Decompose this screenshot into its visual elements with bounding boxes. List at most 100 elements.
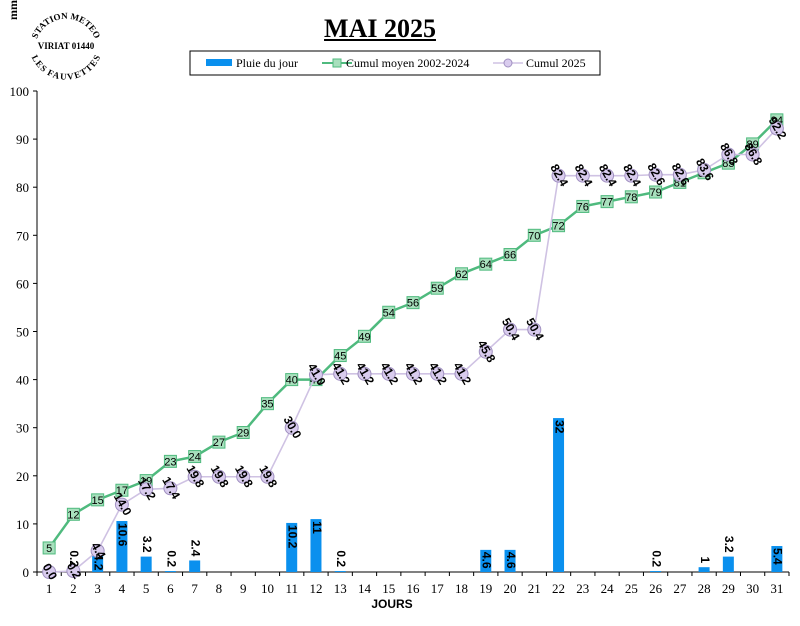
rain-bar xyxy=(164,571,176,572)
mean-value-label: 62 xyxy=(455,269,467,281)
cum-2025-value-label: 86.8 xyxy=(717,140,741,168)
rain-bar-label: 10.2 xyxy=(286,525,300,549)
legend-cum-marker xyxy=(503,58,513,68)
x-tick-label: 29 xyxy=(722,581,735,596)
mean-marker xyxy=(479,257,493,271)
rain-bar-label: 2.4 xyxy=(189,540,203,557)
y-tick-label: 20 xyxy=(16,469,29,484)
rain-bar xyxy=(553,418,565,572)
cum-2025-marker xyxy=(430,366,445,381)
rain-bar-label: 4.6 xyxy=(504,552,518,569)
mean-value-label: 17 xyxy=(116,485,128,497)
cum-2025-marker xyxy=(90,543,105,558)
x-tick-label: 13 xyxy=(334,581,347,596)
mean-marker xyxy=(382,305,396,319)
y-tick-label: 70 xyxy=(16,228,29,243)
x-tick-label: 21 xyxy=(528,581,541,596)
rain-bar xyxy=(310,519,322,572)
rain-bar xyxy=(504,549,516,572)
cum-2025-value-label: 14.0 xyxy=(111,491,135,519)
mean-value-label: 56 xyxy=(407,298,419,310)
cum-2025-marker xyxy=(600,168,615,183)
mean-value-label: 78 xyxy=(625,192,637,204)
rain-bar xyxy=(286,522,298,572)
legend-rain-swatch xyxy=(206,59,232,66)
mean-value-label: 77 xyxy=(601,197,613,209)
mean-value-label: 45 xyxy=(334,351,346,363)
x-tick-label: 4 xyxy=(119,581,126,596)
x-tick-label: 18 xyxy=(455,581,468,596)
x-tick-label: 28 xyxy=(698,581,711,596)
y-tick-label: 60 xyxy=(16,276,29,291)
mean-marker xyxy=(42,541,56,555)
chart-title: MAI 2025 xyxy=(324,14,436,43)
mean-marker xyxy=(552,219,566,233)
cum-2025-marker xyxy=(745,147,760,162)
y-tick-label: 10 xyxy=(16,517,29,532)
y-tick-label: 0 xyxy=(23,565,30,580)
mean-series: 5121517192324272935404045495456596264667… xyxy=(42,113,784,555)
cum-2025-marker xyxy=(187,469,202,484)
x-tick-label: 7 xyxy=(191,581,198,596)
cum-2025-marker xyxy=(478,344,493,359)
mean-value-label: 27 xyxy=(213,437,225,449)
mean-marker xyxy=(649,185,663,199)
x-tick-label: 12 xyxy=(309,581,322,596)
cum-2025-marker xyxy=(454,366,469,381)
cum-2025-marker xyxy=(284,420,299,435)
x-tick-label: 20 xyxy=(504,581,517,596)
x-tick-label: 10 xyxy=(261,581,274,596)
cum-2025-marker xyxy=(721,147,736,162)
cum-2025-value-label: 0.0 xyxy=(40,561,61,583)
y-tick-label: 80 xyxy=(16,180,29,195)
mean-marker xyxy=(91,493,105,507)
y-tick-label: 30 xyxy=(16,421,29,436)
x-tick-label: 8 xyxy=(216,581,223,596)
legend-mean-marker xyxy=(332,58,342,68)
x-tick-label: 26 xyxy=(649,581,663,596)
x-tick-label: 16 xyxy=(407,581,421,596)
cum-2025-value-label: 83.6 xyxy=(693,156,717,184)
mean-value-label: 64 xyxy=(480,259,492,271)
cum-2025-marker xyxy=(381,366,396,381)
rain-bar xyxy=(771,546,783,572)
cum-2025-value-label: 30.0 xyxy=(281,414,305,442)
mean-value-label: 54 xyxy=(383,307,395,319)
cum-2025-value-label: 45.8 xyxy=(475,338,499,366)
cum-2025-marker xyxy=(42,565,57,579)
mean-marker xyxy=(600,195,614,209)
mean-value-label: 72 xyxy=(552,221,564,233)
x-tick-label: 17 xyxy=(431,581,445,596)
rain-bar xyxy=(698,567,710,572)
rain-bar xyxy=(140,556,152,572)
rain-bar-label: 11 xyxy=(310,521,324,534)
mean-value-label: 24 xyxy=(189,452,201,464)
mean-marker xyxy=(455,267,469,281)
rain-bar-label: 4.6 xyxy=(480,552,494,569)
mean-marker xyxy=(527,228,541,242)
cum-2025-marker xyxy=(333,366,348,381)
x-tick-label: 2 xyxy=(70,581,77,596)
cum-2025-marker xyxy=(66,564,81,579)
mean-marker xyxy=(285,373,299,387)
cum-2025-marker xyxy=(308,367,323,382)
mean-value-label: 15 xyxy=(92,495,104,507)
cum-2025-marker xyxy=(624,168,639,183)
mean-value-label: 85 xyxy=(722,158,734,170)
mean-value-label: 12 xyxy=(67,509,79,521)
cum-2025-value-label: 50.4 xyxy=(499,316,523,344)
rain-bar-label: 3.2 xyxy=(140,536,154,553)
mean-marker xyxy=(115,483,129,497)
rain-bar xyxy=(92,551,104,572)
cum-2025-value-label: 19.8 xyxy=(183,463,207,491)
mean-value-label: 79 xyxy=(649,187,661,199)
mean-value-label: 66 xyxy=(504,250,516,262)
cum-2025-value-label: 82.4 xyxy=(547,162,571,190)
y-tick-label: 90 xyxy=(16,132,29,147)
x-tick-label: 11 xyxy=(285,581,298,596)
mean-value-label: 5 xyxy=(46,543,52,555)
mean-value-label: 23 xyxy=(164,456,176,468)
legend-box xyxy=(189,50,601,76)
